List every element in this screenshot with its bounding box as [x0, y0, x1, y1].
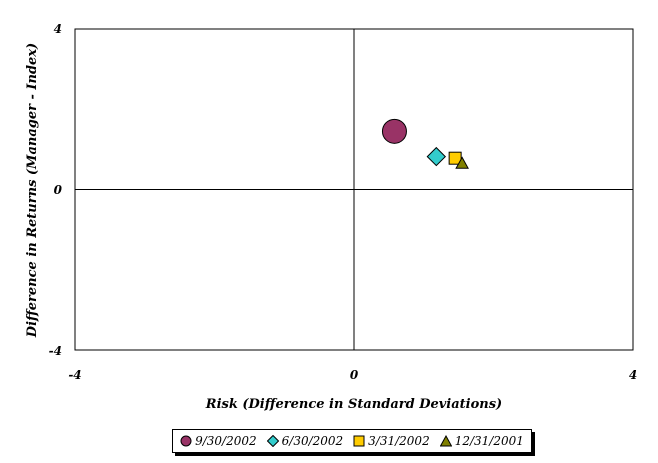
legend-label: 6/30/2002 — [281, 434, 344, 448]
legend-label: 3/31/2002 — [368, 434, 430, 448]
legend-item: 12/31/2001 — [439, 434, 524, 448]
x-tick-label: 4 — [629, 368, 637, 382]
data-point-circle — [381, 118, 407, 144]
square-marker-icon — [353, 435, 365, 447]
circle-marker-icon — [180, 435, 192, 447]
triangle-marker-icon — [439, 435, 452, 447]
legend-item: 3/31/2002 — [353, 434, 430, 448]
legend-item: 9/30/2002 — [180, 434, 257, 448]
legend: 9/30/2002 6/30/2002 3/31/2002 12/31/2001 — [172, 429, 532, 453]
data-point-triangle — [455, 156, 469, 169]
legend-item: 6/30/2002 — [266, 434, 344, 448]
y-tick-label: -4 — [49, 344, 62, 358]
y-tick-label: 4 — [54, 22, 62, 36]
y-tick-label: 0 — [54, 183, 63, 197]
x-tick-label: 0 — [350, 368, 359, 382]
legend-label: 9/30/2002 — [195, 434, 257, 448]
y-axis-title: Difference in Returns (Manager - Index) — [25, 43, 40, 338]
data-point-diamond — [426, 146, 447, 167]
x-axis-title: Risk (Difference in Standard Deviations) — [205, 397, 502, 412]
legend-label: 12/31/2001 — [454, 434, 524, 448]
x-tick-label: -4 — [68, 368, 81, 382]
diamond-marker-icon — [266, 435, 279, 447]
data-points — [381, 118, 469, 169]
